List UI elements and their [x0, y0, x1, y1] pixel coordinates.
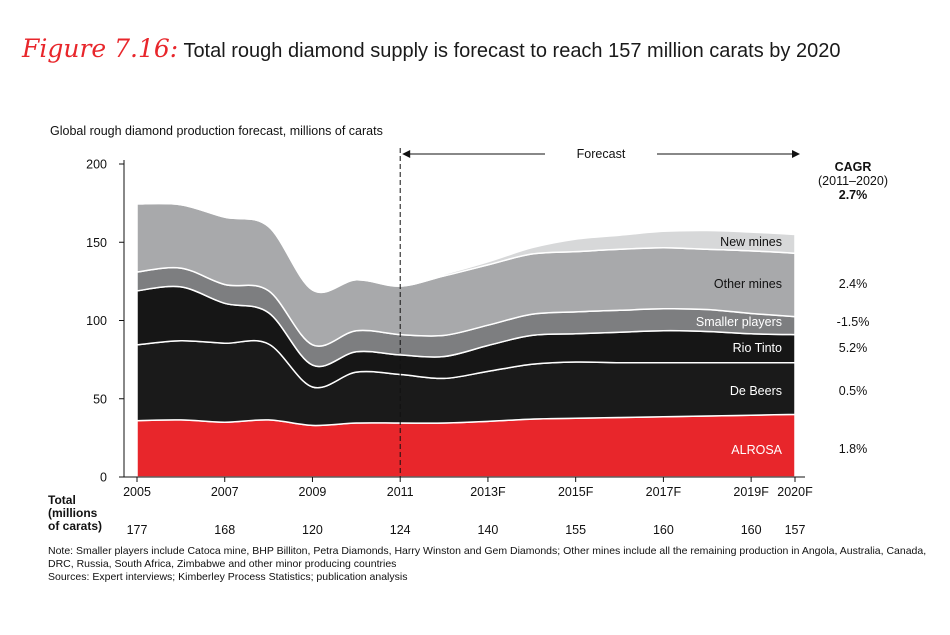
series-area-alrosa [136, 413, 796, 478]
cagr-title: CAGR [834, 160, 872, 174]
series-area-new-mines [136, 202, 796, 294]
figure-title: Figure 7.16: Total rough diamond supply … [22, 34, 840, 63]
total-value-2017: 160 [652, 523, 674, 537]
total-value-2013: 140 [477, 523, 499, 537]
totals-label-line-2: (millions [48, 506, 98, 520]
y-tick-label-200: 200 [86, 158, 107, 172]
total-value-2009: 120 [302, 523, 323, 537]
series-label-rio-tinto: Rio Tinto [733, 341, 782, 355]
y-tick-label-150: 150 [86, 236, 107, 250]
x-tick-label-2015F: 2015F [558, 485, 594, 499]
series-label-de-beers: De Beers [730, 384, 782, 398]
totals-label-line-3: of carats) [48, 519, 103, 533]
series-label-new-mines: New mines [720, 235, 782, 249]
sources-text: Sources: Expert interviews; Kimberley Pr… [48, 571, 408, 583]
total-value-2015: 155 [565, 523, 587, 537]
series-label-alrosa: ALROSA [731, 443, 782, 457]
y-tick-label-0: 0 [100, 471, 107, 485]
total-value-2020: 157 [784, 523, 806, 537]
total-value-2005: 177 [126, 523, 148, 537]
cagr-total: 2.7% [838, 188, 868, 202]
total-value-2007: 168 [214, 523, 236, 537]
x-tick-label-2009: 2009 [299, 485, 327, 499]
x-tick-label-2005: 2005 [123, 485, 151, 499]
forecast-arrow-left-head [402, 150, 411, 158]
x-tick-label-2007: 2007 [211, 485, 239, 499]
figure-label: Figure 7.16: [22, 34, 179, 63]
x-tick-label-2013F: 2013F [470, 485, 506, 499]
cagr-smaller-players: -1.5% [836, 315, 870, 329]
totals-label-line-1: Total [48, 493, 76, 507]
x-tick-label-2011: 2011 [387, 485, 414, 499]
chart-subtitle: Global rough diamond production forecast… [50, 124, 383, 138]
cagr-de-beers: 0.5% [838, 384, 868, 398]
cagr-other-mines: 2.4% [838, 277, 868, 291]
series-label-other-mines: Other mines [714, 277, 782, 291]
y-tick-label-100: 100 [86, 314, 107, 328]
totals-label: Total (millions of carats) [48, 494, 102, 533]
total-value-2019: 160 [740, 523, 762, 537]
forecast-arrow-right-head [792, 150, 800, 158]
cagr-period: (2011–2020) [818, 174, 888, 188]
forecast-label: Forecast [577, 147, 626, 161]
notes: Note: Smaller players include Catoca min… [48, 545, 928, 584]
y-tick-label-50: 50 [93, 392, 107, 406]
cagr-alrosa: 1.8% [838, 442, 868, 456]
figure-title-text: Total rough diamond supply is forecast t… [183, 40, 841, 62]
cagr-header: CAGR (2011–2020) 2.7% [808, 160, 898, 202]
note-text: Note: Smaller players include Catoca min… [48, 545, 927, 570]
x-tick-label-2017F: 2017F [646, 485, 682, 499]
cagr-rio-tinto: 5.2% [838, 341, 868, 355]
total-value-2011: 124 [389, 523, 411, 537]
x-tick-label-2020F: 2020F [777, 485, 813, 499]
x-tick-label-2019F: 2019F [733, 485, 769, 499]
series-label-smaller-players: Smaller players [696, 315, 782, 329]
